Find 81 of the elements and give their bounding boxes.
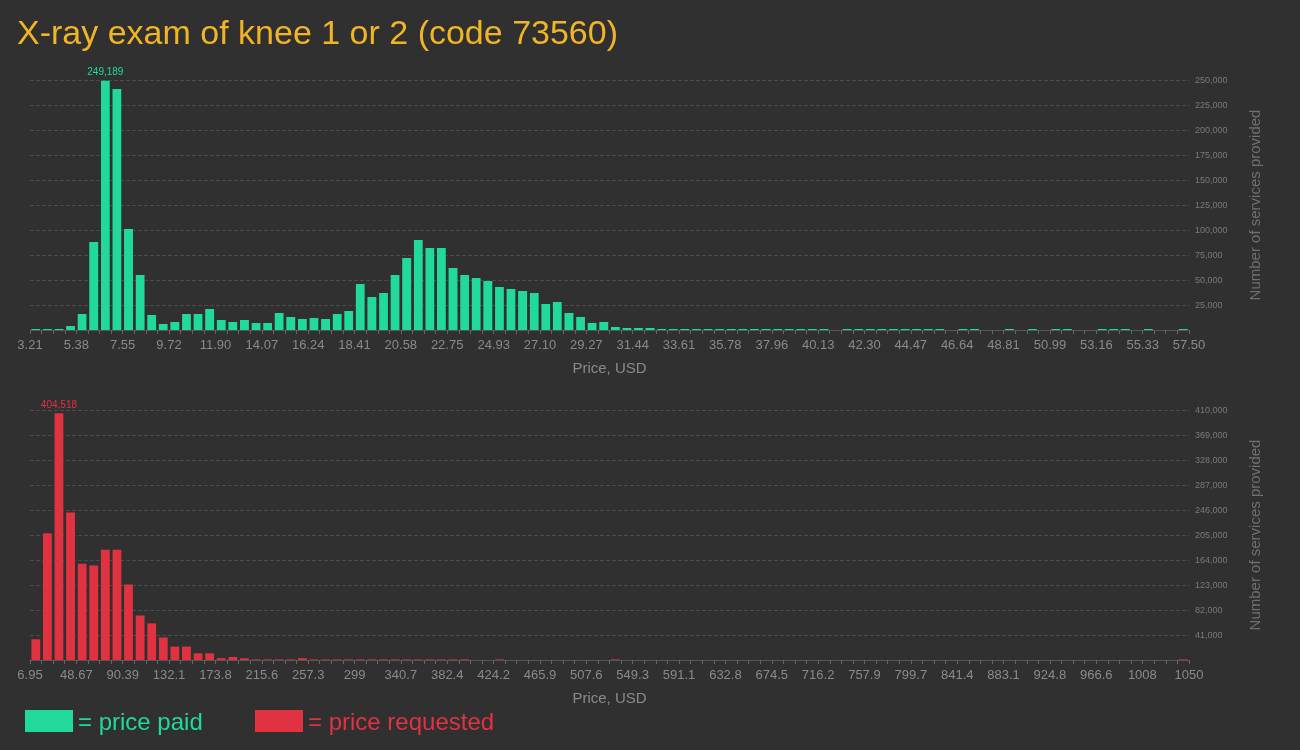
x-tick-label: 465.9: [523, 667, 557, 682]
data-label: 404,518: [40, 398, 78, 410]
x-tick-label: 90.39: [106, 667, 139, 682]
y-tick-label: 287,000: [1195, 480, 1228, 490]
x-tick-label: 57.50: [1172, 337, 1206, 352]
chart-title: X-ray exam of knee 1 or 2 (code 73560): [17, 13, 618, 51]
y-axis-title: Number of services provided: [1246, 439, 1263, 631]
x-tick-label: 55.33: [1126, 337, 1159, 352]
y-tick-label: 369,000: [1195, 430, 1228, 440]
y-tick-label: 250,000: [1195, 75, 1228, 85]
x-tick-label: 3.21: [17, 337, 43, 352]
x-tick-label: 7.55: [110, 337, 136, 352]
y-tick-label: 25,000: [1195, 300, 1223, 310]
x-tick-label: 883.1: [987, 667, 1020, 682]
x-tick-label: 14.07: [245, 337, 279, 352]
legend-label: = price paid: [78, 707, 203, 735]
x-tick-label: 299: [343, 667, 366, 682]
x-tick-label: 6.95: [17, 667, 43, 682]
x-tick-label: 27.10: [523, 337, 557, 352]
x-axis-title: Price, USD: [572, 359, 647, 376]
x-tick-label: 42.30: [848, 337, 881, 352]
y-tick-label: 328,000: [1195, 455, 1228, 465]
x-tick-label: 173.8: [199, 667, 232, 682]
x-tick-label: 48.81: [987, 337, 1020, 352]
y-axis-title: Number of services provided: [1246, 109, 1263, 301]
y-tick-label: 200,000: [1195, 125, 1228, 135]
x-tick-label: 1008: [1127, 667, 1157, 682]
x-tick-label: 132.1: [152, 667, 186, 682]
x-tick-label: 20.58: [384, 337, 418, 352]
x-tick-label: 966.6: [1080, 667, 1113, 682]
x-tick-label: 5.38: [63, 337, 89, 352]
x-tick-label: 37.96: [755, 337, 789, 352]
y-tick-label: 175,000: [1195, 150, 1228, 160]
y-tick-label: 164,000: [1195, 555, 1228, 565]
x-tick-label: 507.6: [570, 667, 603, 682]
x-tick-label: 799.7: [894, 667, 928, 682]
x-tick-label: 44.47: [894, 337, 928, 352]
x-tick-label: 22.75: [430, 337, 464, 352]
x-tick-label: 18.41: [338, 337, 371, 352]
x-tick-label: 35.78: [709, 337, 742, 352]
x-tick-label: 340.7: [384, 667, 418, 682]
y-tick-label: 82,000: [1195, 605, 1223, 615]
x-tick-label: 382.4: [430, 667, 464, 682]
y-tick-label: 225,000: [1195, 100, 1228, 110]
x-tick-label: 924.8: [1033, 667, 1067, 682]
y-tick-label: 205,000: [1195, 530, 1228, 540]
x-tick-label: 9.72: [156, 337, 182, 352]
x-tick-label: 29.27: [570, 337, 603, 352]
y-tick-label: 410,000: [1195, 405, 1228, 415]
x-tick-label: 257.3: [291, 667, 325, 682]
x-tick-label: 424.2: [477, 667, 510, 682]
x-tick-label: 46.64: [940, 337, 974, 352]
y-tick-label: 41,000: [1195, 630, 1223, 640]
x-tick-label: 31.44: [616, 337, 649, 352]
x-tick-label: 16.24: [291, 337, 325, 352]
x-tick-label: 24.93: [477, 337, 510, 352]
y-tick-label: 75,000: [1195, 250, 1223, 260]
x-tick-label: 11.90: [199, 337, 232, 352]
y-tick-label: 50,000: [1195, 275, 1223, 285]
legend-label: = price requested: [308, 707, 495, 735]
x-tick-label: 716.2: [801, 667, 835, 682]
x-tick-label: 50.99: [1033, 337, 1067, 352]
x-tick-label: 674.5: [755, 667, 789, 682]
y-tick-label: 150,000: [1195, 175, 1228, 185]
x-tick-label: 53.16: [1080, 337, 1113, 352]
x-tick-label: 215.6: [245, 667, 279, 682]
y-tick-label: 125,000: [1195, 200, 1228, 210]
x-tick-label: 40.13: [801, 337, 835, 352]
x-axis-title: Price, USD: [572, 689, 647, 706]
x-tick-label: 1050: [1174, 667, 1204, 682]
x-tick-label: 549.3: [616, 667, 649, 682]
y-tick-label: 246,000: [1195, 505, 1228, 515]
y-tick-label: 100,000: [1195, 225, 1228, 235]
x-tick-label: 48.67: [60, 667, 93, 682]
x-tick-label: 632.8: [709, 667, 742, 682]
data-label: 249,189: [87, 66, 124, 78]
x-tick-label: 757.9: [848, 667, 881, 682]
y-tick-label: 123,000: [1195, 580, 1228, 590]
x-tick-label: 841.4: [940, 667, 974, 682]
x-tick-label: 591.1: [662, 667, 696, 682]
x-tick-label: 33.61: [662, 337, 696, 352]
